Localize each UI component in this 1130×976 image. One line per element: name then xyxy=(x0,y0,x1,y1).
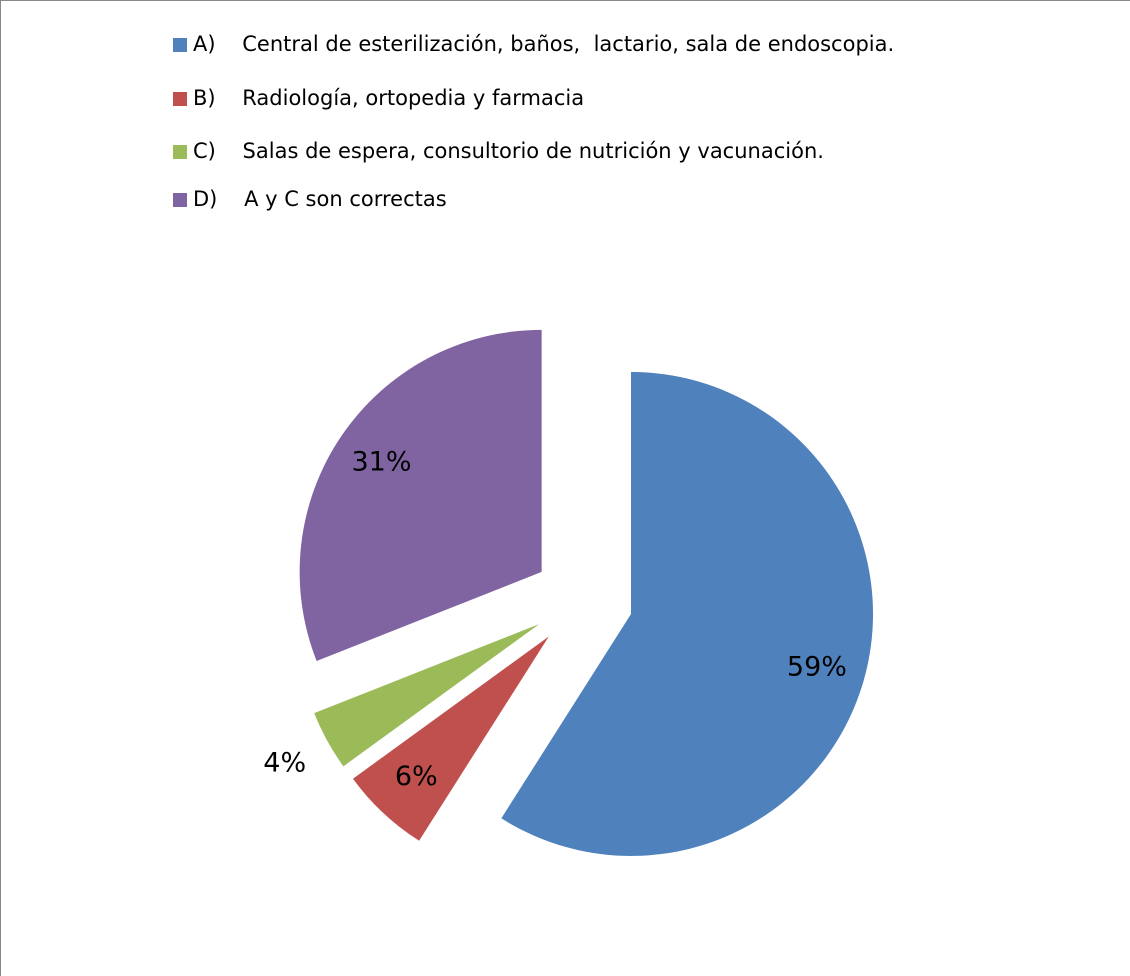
legend-label: A) Central de esterilización, baños, lac… xyxy=(193,32,894,56)
legend-label: B) Radiología, ortopedia y farmacia xyxy=(193,86,584,110)
legend-swatch xyxy=(173,145,187,159)
legend-swatch xyxy=(173,193,187,207)
pie-slice xyxy=(299,329,542,661)
pie-slice xyxy=(314,624,540,767)
legend-swatch xyxy=(173,38,187,52)
slice-label: 59% xyxy=(787,651,847,682)
pie-slice xyxy=(501,371,874,856)
legend-swatch xyxy=(173,92,187,106)
legend-label: D) A y C son correctas xyxy=(193,187,447,211)
slice-label: 6% xyxy=(395,761,438,792)
slice-label: 31% xyxy=(352,447,412,478)
slice-label: 4% xyxy=(263,747,306,778)
legend-label: C) Salas de espera, consultorio de nutri… xyxy=(193,139,824,163)
pie-slice xyxy=(352,636,549,841)
